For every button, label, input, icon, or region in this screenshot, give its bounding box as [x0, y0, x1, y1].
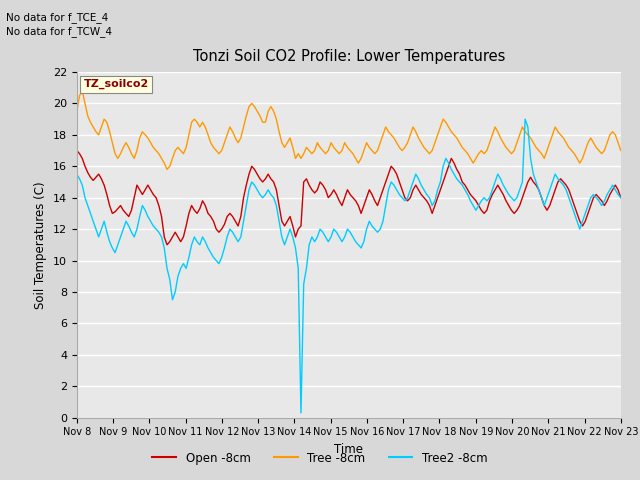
Line: Tree -8cm: Tree -8cm [77, 91, 621, 169]
Text: No data for f_TCW_4: No data for f_TCW_4 [6, 26, 113, 37]
Tree -8cm [180, 151, 188, 156]
Tree -8cm [595, 148, 603, 154]
Tree2 -8cm [174, 273, 182, 279]
Text: No data for f_TCE_4: No data for f_TCE_4 [6, 12, 109, 23]
Tree2 -8cm [106, 239, 113, 244]
Open -8cm [95, 171, 102, 177]
Tree2 -8cm [595, 198, 603, 204]
X-axis label: Time: Time [334, 443, 364, 456]
Text: TZ_soilco2: TZ_soilco2 [84, 79, 149, 89]
Open -8cm [593, 192, 600, 197]
Tree -8cm [576, 160, 584, 166]
Open -8cm [177, 239, 184, 244]
Tree2 -8cm [218, 254, 225, 260]
Tree2 -8cm [73, 171, 81, 177]
Tree -8cm [617, 148, 625, 154]
Tree -8cm [163, 167, 171, 172]
Tree2 -8cm [576, 226, 584, 232]
Tree2 -8cm [95, 234, 102, 240]
Tree -8cm [73, 108, 81, 114]
Tree -8cm [223, 132, 231, 138]
Title: Tonzi Soil CO2 Profile: Lower Temperatures: Tonzi Soil CO2 Profile: Lower Temperatur… [193, 49, 505, 64]
Open -8cm [573, 211, 581, 216]
Open -8cm [617, 195, 625, 201]
Open -8cm [73, 148, 81, 154]
Line: Tree2 -8cm: Tree2 -8cm [77, 119, 621, 413]
Line: Open -8cm: Open -8cm [77, 151, 621, 245]
Tree -8cm [109, 140, 116, 145]
Y-axis label: Soil Temperatures (C): Soil Temperatures (C) [35, 181, 47, 309]
Legend: Open -8cm, Tree -8cm, Tree2 -8cm: Open -8cm, Tree -8cm, Tree2 -8cm [148, 447, 492, 469]
Tree -8cm [97, 124, 105, 130]
Tree2 -8cm [522, 116, 529, 122]
Open -8cm [221, 221, 228, 227]
Open -8cm [163, 242, 171, 248]
Tree -8cm [79, 88, 86, 94]
Tree2 -8cm [297, 410, 305, 416]
Open -8cm [106, 203, 113, 208]
Tree2 -8cm [617, 195, 625, 201]
